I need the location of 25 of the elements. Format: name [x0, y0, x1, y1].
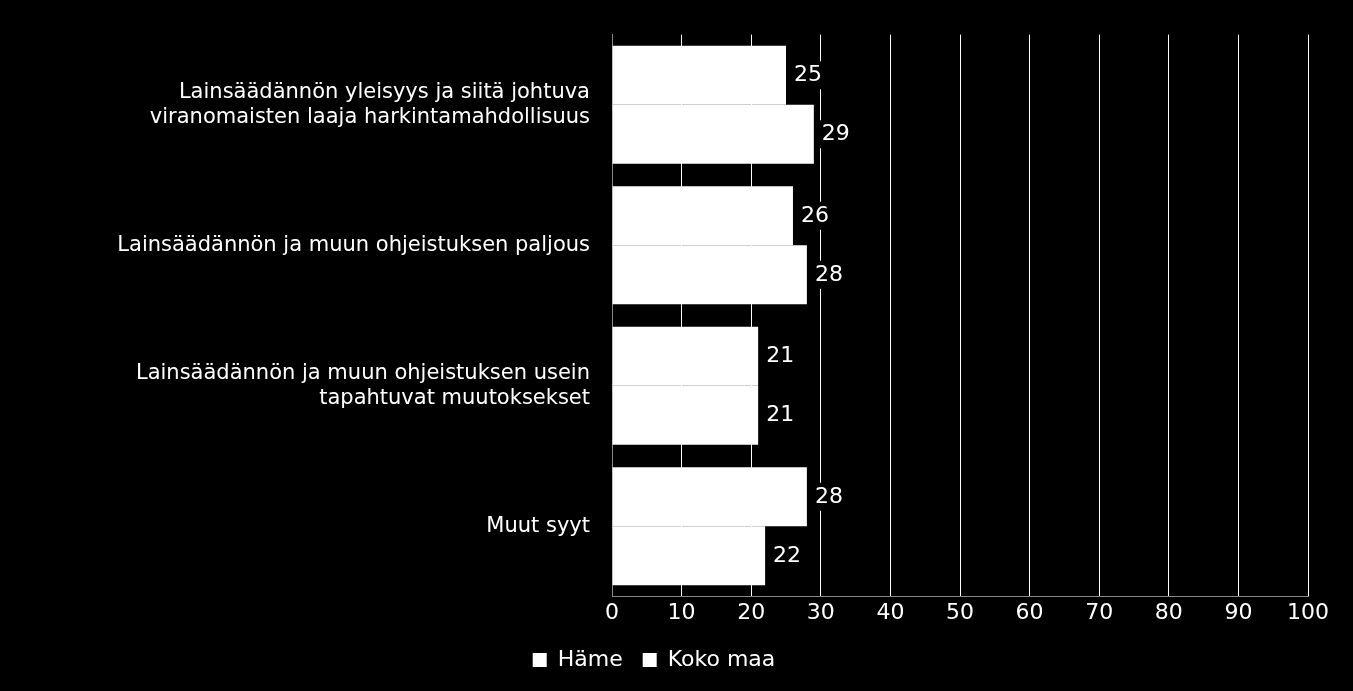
y-tick-label: Muut syyt: [486, 512, 590, 537]
x-tick-label: 0: [605, 598, 619, 624]
data-label: 22: [773, 541, 802, 567]
y-tick-label: Lainsäädännön ja muun ohjeistuksen paljous: [117, 231, 590, 256]
data-label: 29: [821, 120, 850, 146]
data-label: 28: [814, 482, 843, 508]
data-label: 25: [794, 61, 822, 87]
legend-label: Häme: [557, 645, 623, 671]
x-tick-label: 30: [806, 598, 835, 624]
x-tick-label: 20: [737, 598, 766, 624]
data-label: 26: [800, 201, 829, 227]
x-tick-label: 10: [667, 598, 696, 624]
data-label: 28: [814, 260, 843, 286]
legend-label: Koko maa: [667, 645, 776, 671]
x-tick-label: 60: [1015, 598, 1044, 624]
data-label: 21: [766, 342, 795, 368]
y-tick-label: Lainsäädännön ja muun ohjeistuksen usein tapahtuvat muutoksekset: [135, 359, 590, 409]
x-tick-label: 70: [1085, 598, 1114, 624]
x-tick-label: 80: [1154, 598, 1183, 624]
x-tick-label: 50: [946, 598, 974, 624]
y-tick-label: Lainsäädännön yleisyys ja siitä johtuva viranomaisten laaja harkintamahdollisuus: [149, 78, 590, 128]
x-tick-label: 100: [1287, 598, 1329, 624]
x-tick-label: 90: [1224, 598, 1253, 624]
data-label: 21: [766, 401, 795, 427]
x-tick-label: 40: [876, 598, 905, 624]
